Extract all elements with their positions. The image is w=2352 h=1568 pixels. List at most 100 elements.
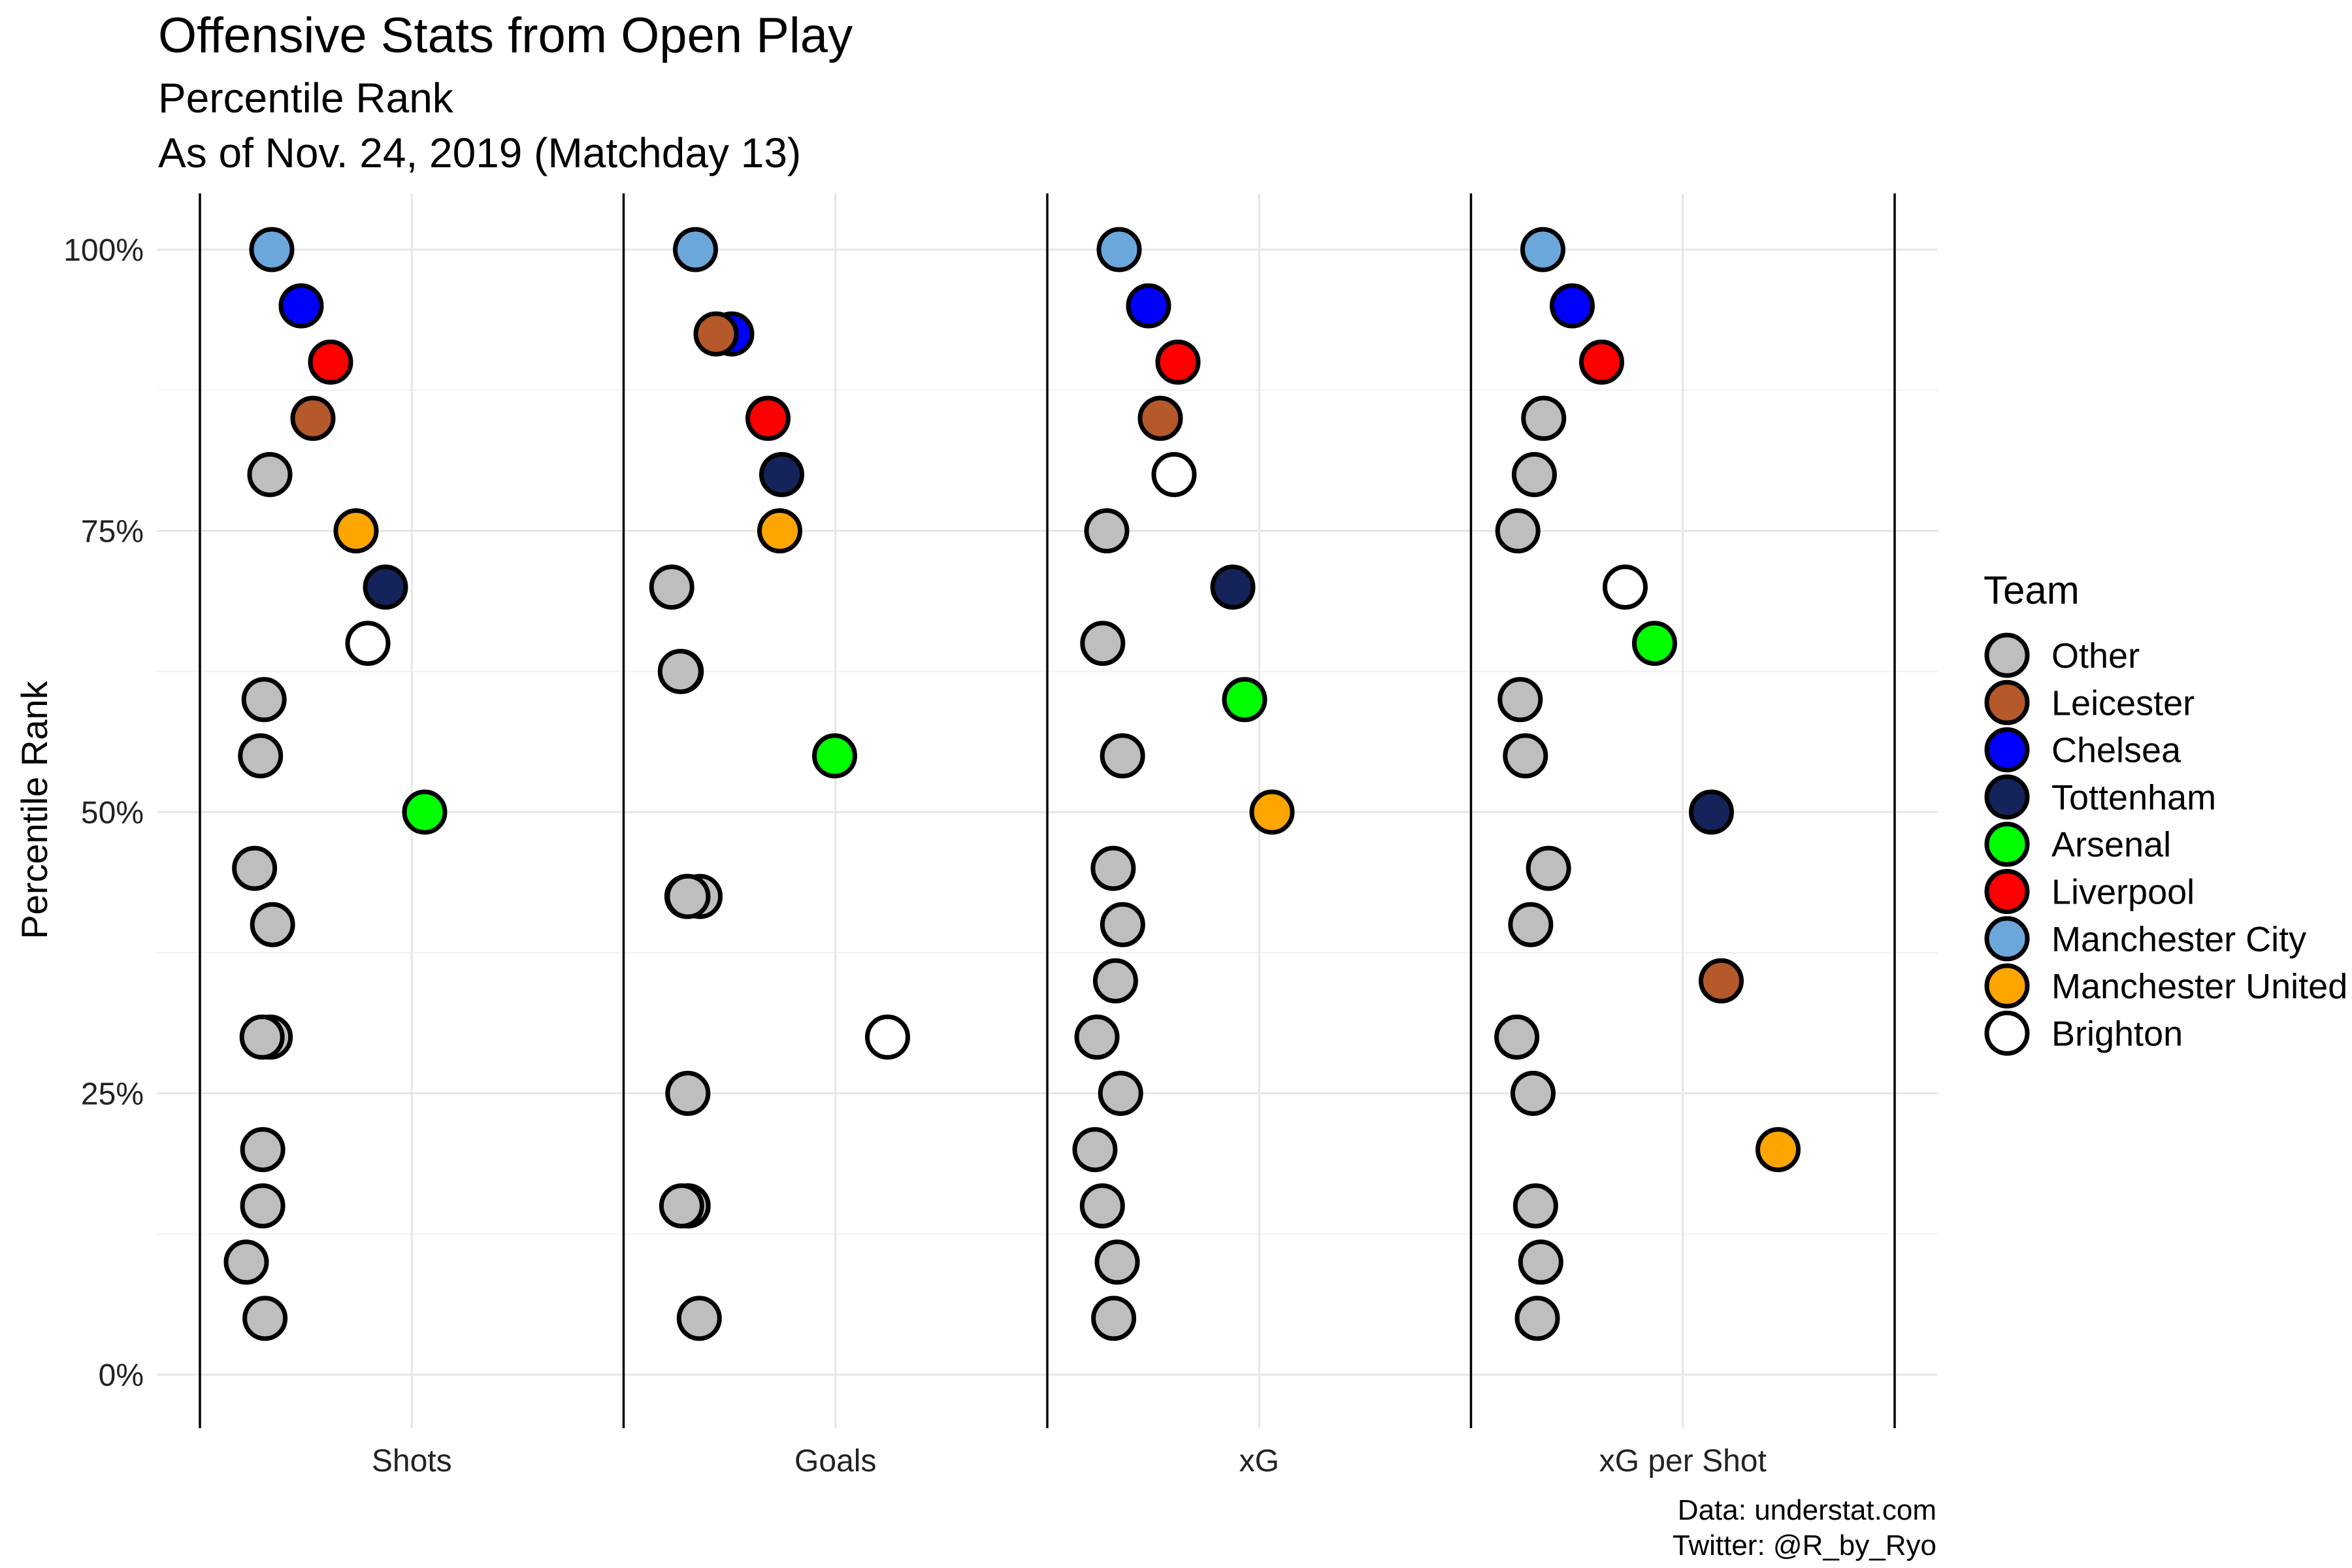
x-tick-label: xG (1239, 1444, 1279, 1478)
legend-label: Brighton (2051, 1014, 2183, 1053)
point-manchester-united (333, 508, 379, 553)
point-other (659, 1183, 704, 1229)
panel-dividers (199, 193, 1896, 1428)
point-manchester-united (1249, 789, 1295, 835)
point-brighton (865, 1014, 910, 1060)
legend-key (1984, 774, 2030, 820)
point-other (1495, 508, 1541, 553)
caption-twitter: Twitter: @R_by_Ryo (1673, 1529, 1936, 1561)
point-other (1072, 1127, 1118, 1173)
legend-label: Tottenham (2051, 778, 2216, 817)
x-tick-label: Goals (794, 1444, 876, 1478)
legend-key (1984, 916, 2030, 962)
legend-key (1984, 1010, 2030, 1056)
point-other (1508, 902, 1554, 947)
y-axis-title: Percentile Rank (14, 680, 55, 939)
legend-label: Liverpool (2051, 873, 2195, 912)
point-other (1510, 1071, 1556, 1116)
point-liverpool (745, 395, 791, 441)
y-tick-label: 0% (99, 1358, 144, 1393)
point-other (240, 1183, 286, 1229)
point-other (1497, 677, 1543, 723)
point-arsenal (402, 789, 448, 835)
point-other (1494, 1014, 1540, 1060)
point-brighton (345, 621, 391, 666)
point-other (240, 1127, 286, 1173)
point-other (1521, 395, 1567, 441)
point-other (1090, 845, 1136, 891)
point-other (657, 649, 703, 694)
y-tick-label: 25% (81, 1077, 144, 1112)
legend-label: Chelsea (2051, 731, 2181, 770)
legend-label: Leicester (2051, 683, 2195, 723)
point-manchester-city (1520, 227, 1565, 272)
point-arsenal (1222, 677, 1267, 723)
x-tick-label: Shots (372, 1444, 452, 1478)
legend-label: Other (2051, 636, 2140, 676)
point-leicester (693, 311, 739, 357)
point-other (241, 677, 287, 723)
point-brighton (1603, 564, 1648, 610)
legend-key (1984, 679, 2030, 725)
point-other (1100, 733, 1145, 779)
point-other (676, 1296, 722, 1341)
point-manchester-city (673, 227, 718, 272)
y-tick-label: 100% (63, 233, 144, 268)
point-other (238, 733, 284, 779)
point-other (223, 1239, 269, 1285)
point-manchester-united (757, 508, 802, 553)
point-other (1091, 1296, 1137, 1341)
point-other (1518, 1239, 1563, 1285)
point-other (250, 902, 295, 947)
point-other (1512, 1183, 1558, 1229)
point-other (1084, 508, 1130, 553)
chart-title: Offensive Stats from Open Play (158, 8, 853, 63)
point-leicester (1699, 958, 1744, 1004)
point-other (232, 845, 278, 891)
point-leicester (1137, 395, 1183, 441)
chart-subtitle-line-1: Percentile Rank (158, 74, 454, 122)
point-other (1098, 1071, 1143, 1116)
point-other (649, 564, 694, 610)
legend-key (1984, 727, 2030, 773)
legend-label: Manchester United (2051, 967, 2347, 1006)
chart-subtitle-line-2: As of Nov. 24, 2019 (Matchday 13) (158, 129, 801, 176)
point-liverpool (1579, 339, 1624, 385)
points (223, 227, 1801, 1341)
point-chelsea (1126, 283, 1171, 329)
legend-key (1984, 963, 2030, 1009)
point-brighton (1151, 451, 1197, 497)
point-other (1074, 1014, 1120, 1060)
point-manchester-city (249, 227, 295, 272)
y-tick-label: 50% (81, 796, 144, 830)
point-other (665, 1071, 711, 1116)
point-other (1100, 902, 1145, 947)
point-other (1526, 845, 1571, 891)
legend-label: Arsenal (2051, 825, 2171, 864)
x-axis: Shots Goals xG xG per Shot (372, 1444, 1767, 1478)
legend-title: Team (1984, 568, 2080, 612)
point-chelsea (278, 283, 324, 329)
legend: Team Other Leicester Chelsea Tottenham Arsen… (1984, 568, 2347, 1056)
point-tottenham (363, 564, 408, 610)
legend-label: Manchester City (2051, 920, 2306, 959)
y-tick-label: 75% (81, 515, 144, 549)
point-other (1079, 1183, 1125, 1229)
point-manchester-united (1756, 1127, 1801, 1173)
point-other (239, 1014, 285, 1060)
y-axis: 0% 25% 50% 75% 100% (63, 233, 144, 1393)
legend-key (1984, 869, 2030, 914)
point-liverpool (308, 339, 353, 385)
point-other (665, 874, 711, 919)
point-other (242, 1296, 288, 1341)
point-other (1503, 733, 1548, 779)
point-tottenham (1210, 564, 1256, 610)
point-arsenal (812, 733, 857, 779)
legend-key (1984, 821, 2030, 867)
caption-source: Data: understat.com (1678, 1494, 1936, 1526)
point-other (1092, 958, 1138, 1004)
point-chelsea (1550, 283, 1595, 329)
point-manchester-city (1096, 227, 1142, 272)
point-arsenal (1632, 621, 1677, 666)
x-tick-label: xG per Shot (1599, 1444, 1767, 1478)
